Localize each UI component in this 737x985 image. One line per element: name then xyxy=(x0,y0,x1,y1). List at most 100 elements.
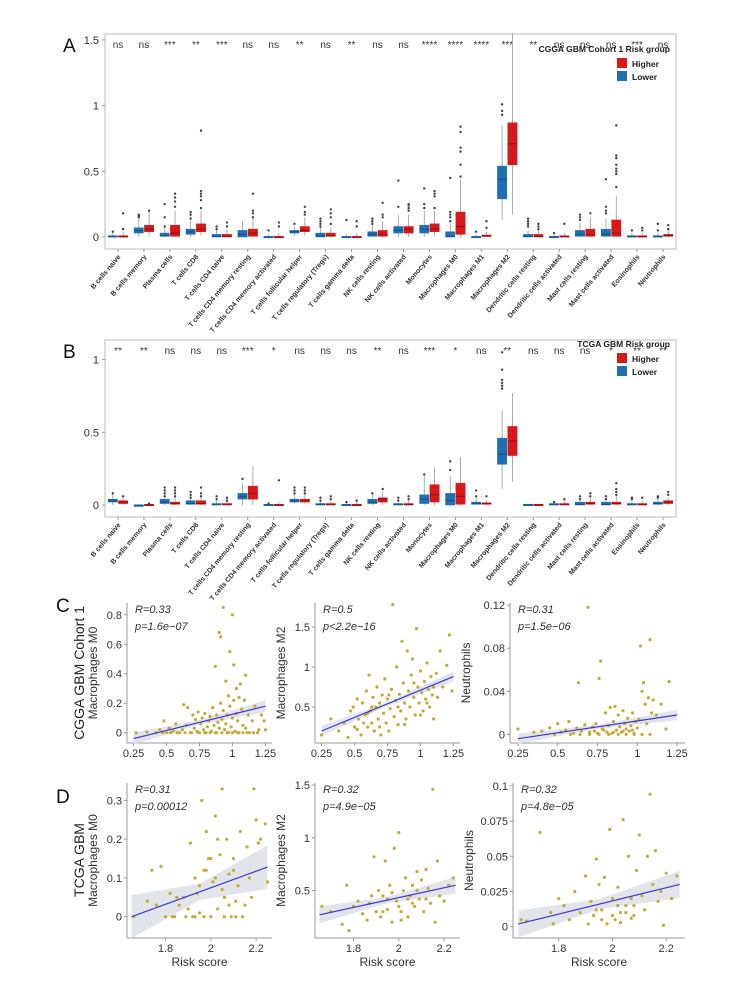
data-point xyxy=(624,903,628,908)
data-point xyxy=(424,697,428,701)
regression-line xyxy=(319,884,456,916)
y-tick-label: 0.025 xyxy=(480,887,508,899)
data-point xyxy=(209,856,213,861)
legend-label-higher: Higher xyxy=(632,354,660,364)
data-point xyxy=(211,880,215,884)
data-point xyxy=(578,911,582,915)
data-point xyxy=(450,689,454,693)
data-point xyxy=(200,798,204,803)
y-tick-label: 0.1 xyxy=(493,781,508,793)
outlier-point xyxy=(563,497,566,501)
outlier-point xyxy=(500,351,504,354)
significance-label: **** xyxy=(422,40,438,51)
data-point xyxy=(438,894,442,898)
y-axis-label: Neutrophils xyxy=(459,643,473,704)
outlier-point xyxy=(537,227,540,231)
legend-swatch-lower xyxy=(617,366,627,376)
data-point xyxy=(150,868,154,872)
y-axis-label: Macrophages M2 xyxy=(274,626,288,719)
x-tick-label: 2 xyxy=(208,943,214,955)
y-tick-label: 0.2 xyxy=(107,698,122,710)
data-point xyxy=(360,912,365,916)
data-point xyxy=(400,639,404,644)
outlier-point xyxy=(537,225,540,228)
data-point xyxy=(230,731,235,735)
data-point xyxy=(406,689,411,693)
data-point xyxy=(380,693,384,697)
data-point xyxy=(213,876,217,880)
x-tick-label: 0.75 xyxy=(377,748,398,760)
y-tick-label: 0.4 xyxy=(107,669,122,681)
outlier-point xyxy=(241,477,244,481)
data-point xyxy=(255,731,260,735)
category-label: Neutrophils xyxy=(637,254,667,288)
data-point xyxy=(247,876,251,880)
data-point xyxy=(359,733,363,737)
x-tick-label: 0.5 xyxy=(550,748,565,760)
category-label: T cells gamma delta xyxy=(308,254,356,310)
outlier-point xyxy=(345,500,348,504)
box-higher xyxy=(403,226,414,234)
outlier-point xyxy=(615,185,618,189)
data-point xyxy=(178,731,182,735)
outlier-point xyxy=(423,202,426,206)
data-point xyxy=(227,903,231,907)
data-point xyxy=(172,915,177,919)
x-tick-label: 2.2 xyxy=(248,943,263,955)
data-point xyxy=(174,722,178,726)
outlier-point xyxy=(267,502,270,505)
outlier-point xyxy=(319,496,322,499)
data-point xyxy=(367,673,371,677)
data-point xyxy=(203,711,207,716)
data-point xyxy=(661,923,666,927)
data-point xyxy=(234,899,238,903)
data-point xyxy=(387,693,391,697)
data-point xyxy=(222,915,227,919)
data-point xyxy=(392,846,396,850)
data-point xyxy=(607,732,611,736)
data-point xyxy=(403,723,407,727)
data-point xyxy=(651,882,655,887)
data-point xyxy=(426,886,430,891)
outlier-point xyxy=(449,460,452,463)
data-point xyxy=(221,708,225,713)
data-point xyxy=(573,889,577,894)
significance-label: ** xyxy=(529,40,537,51)
data-point xyxy=(376,717,380,721)
outlier-point xyxy=(615,170,618,173)
data-point xyxy=(250,895,254,899)
data-point xyxy=(430,693,434,697)
data-point xyxy=(218,635,223,639)
data-point xyxy=(586,605,590,609)
data-point xyxy=(220,787,224,791)
panel-letter: A xyxy=(63,36,76,57)
box-higher xyxy=(325,232,336,237)
x-axis-label: Risk score xyxy=(359,955,415,969)
outlier-point xyxy=(381,213,384,216)
data-point xyxy=(204,829,208,834)
outlier-point xyxy=(371,222,374,226)
x-tick-label: 0.25 xyxy=(123,748,144,760)
significance-label: ns xyxy=(268,40,279,51)
significance-label: ns xyxy=(658,40,669,51)
data-point xyxy=(376,888,381,893)
y-tick-label: 0.04 xyxy=(484,686,505,698)
data-point xyxy=(170,915,174,919)
data-point xyxy=(447,633,452,637)
y-tick-label: 0.075 xyxy=(480,816,508,828)
data-point xyxy=(608,705,612,710)
data-point xyxy=(212,723,216,727)
data-point xyxy=(145,899,149,903)
data-point xyxy=(605,922,609,926)
data-point xyxy=(199,722,203,726)
data-point xyxy=(192,726,196,730)
outlier-point xyxy=(500,103,504,106)
data-point xyxy=(363,713,367,717)
box-lower xyxy=(159,498,170,504)
data-point xyxy=(629,724,633,728)
data-point xyxy=(656,899,660,903)
data-point xyxy=(381,711,386,716)
significance-label: ** xyxy=(374,346,382,357)
data-point xyxy=(227,872,231,876)
data-point xyxy=(251,731,256,735)
